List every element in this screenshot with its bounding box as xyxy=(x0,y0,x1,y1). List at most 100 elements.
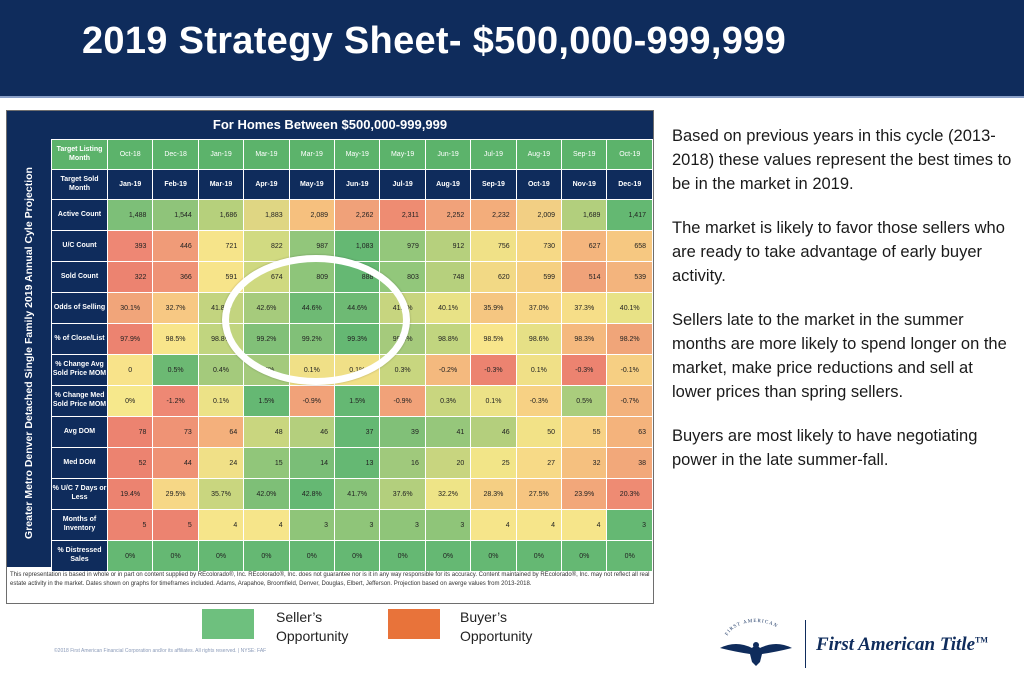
data-cell: 366 xyxy=(152,261,199,293)
table-row: Med DOM 52 44 24 15 14 13 16 20 25 27 32 38 xyxy=(51,447,653,479)
data-cell: 46 xyxy=(288,416,336,448)
side-label-panel: Greater Metro Denver Detached Single Fam… xyxy=(7,139,51,567)
brand-trademark: TM xyxy=(975,635,988,645)
listing-month-cell: Mar-19 xyxy=(243,139,290,170)
sold-month-cell: Aug-19 xyxy=(424,169,472,200)
listing-month-cell: Aug-19 xyxy=(515,139,563,170)
row-label: % Change Avg Sold Price MOM xyxy=(51,354,108,386)
listing-month-cell: May-19 xyxy=(334,139,381,170)
sold-month-cell: Apr-19 xyxy=(243,169,290,200)
eagle-arc-text: FIRST AMERICAN xyxy=(725,619,778,637)
data-cell: 3 xyxy=(379,509,426,541)
data-cell: 322 xyxy=(106,261,154,293)
data-cell: 52 xyxy=(106,447,154,479)
disclaimer: This representation is based in whole or… xyxy=(10,572,650,588)
row-label: % U/C 7 Days or Less xyxy=(51,478,108,510)
listing-month-header: Target Listing Month xyxy=(51,139,108,170)
data-cell: 0.3% xyxy=(424,385,472,417)
data-cell: -0.3% xyxy=(515,385,563,417)
data-cell: 1.5% xyxy=(243,385,290,417)
data-cell: 63 xyxy=(606,416,653,448)
data-cell: 2,089 xyxy=(288,199,336,231)
data-cell: 0.5% xyxy=(561,385,608,417)
table-row: % Distressed Sales 0% 0% 0% 0% 0% 0% 0% 0% 0% 0% 0%… xyxy=(51,540,653,572)
data-cell: 37.0% xyxy=(515,292,563,324)
data-cell: 37 xyxy=(334,416,381,448)
data-cell: 32.7% xyxy=(152,292,199,324)
data-cell: 0% xyxy=(106,540,154,572)
data-cell: 39 xyxy=(379,416,426,448)
data-cell: 37.3% xyxy=(561,292,608,324)
data-cell: 15 xyxy=(243,447,290,479)
highlight-ellipse xyxy=(222,255,410,385)
data-cell: 98.2% xyxy=(606,323,653,355)
data-cell: 98.5% xyxy=(152,323,199,355)
data-cell: 44 xyxy=(152,447,199,479)
row-label: % Distressed Sales xyxy=(51,540,108,572)
data-cell: 14 xyxy=(288,447,336,479)
data-cell: 23.9% xyxy=(561,478,608,510)
listing-month-cell: Mar-19 xyxy=(288,139,336,170)
data-cell: 627 xyxy=(561,230,608,262)
data-cell: 4 xyxy=(243,509,290,541)
buyer-label-line1: Buyer’s xyxy=(460,609,507,625)
data-cell: 3 xyxy=(334,509,381,541)
listing-month-cell: Dec-18 xyxy=(152,139,199,170)
brand-name: First American TitleTM xyxy=(816,634,988,656)
data-cell: 721 xyxy=(197,230,245,262)
data-cell: 4 xyxy=(561,509,608,541)
data-cell: 5 xyxy=(152,509,199,541)
data-cell: 4 xyxy=(470,509,517,541)
data-cell: 0.1% xyxy=(197,385,245,417)
sold-month-cell: Jun-19 xyxy=(334,169,381,200)
data-cell: -0.1% xyxy=(606,354,653,386)
table-row: % U/C 7 Days or Less 19.4% 29.5% 35.7% 42.0%… xyxy=(51,478,653,510)
data-cell: 0% xyxy=(243,540,290,572)
buyer-label-line2: Opportunity xyxy=(460,628,533,644)
data-cell: 30.1% xyxy=(106,292,154,324)
data-cell: 0% xyxy=(197,540,245,572)
data-cell: 0% xyxy=(152,540,199,572)
data-cell: 40.1% xyxy=(424,292,472,324)
data-cell: -0.9% xyxy=(379,385,426,417)
data-cell: 73 xyxy=(152,416,199,448)
data-cell: 1,883 xyxy=(243,199,290,231)
table-row: Avg DOM 78 73 64 48 46 37 39 41 46 50 55 63 xyxy=(51,416,653,448)
data-cell: 42.0% xyxy=(243,478,290,510)
row-label: Avg DOM xyxy=(51,416,108,448)
data-cell: 35.9% xyxy=(470,292,517,324)
data-cell: 0% xyxy=(515,540,563,572)
data-cell: 46 xyxy=(470,416,517,448)
sold-month-header: Target Sold Month xyxy=(51,169,108,200)
data-cell: 20 xyxy=(424,447,472,479)
data-cell: 25 xyxy=(470,447,517,479)
listing-month-cell: Oct-18 xyxy=(106,139,154,170)
data-cell: 3 xyxy=(288,509,336,541)
data-cell: 98.3% xyxy=(561,323,608,355)
data-cell: 2,232 xyxy=(470,199,517,231)
data-cell: 32.2% xyxy=(424,478,472,510)
listing-month-cell: Jul-19 xyxy=(470,139,517,170)
data-cell: 35.7% xyxy=(197,478,245,510)
data-cell: 98.6% xyxy=(515,323,563,355)
brand-name-text: First American Title xyxy=(816,634,976,655)
strategy-table: For Homes Between $500,000-999,999 Great… xyxy=(6,110,654,604)
header-banner: 2019 Strategy Sheet- $500,000-999,999 xyxy=(0,0,1024,98)
data-cell: 16 xyxy=(379,447,426,479)
logo-divider xyxy=(805,620,806,668)
data-cell: 2,311 xyxy=(379,199,426,231)
data-cell: 98.8% xyxy=(424,323,472,355)
data-cell: 0% xyxy=(379,540,426,572)
data-cell: 0% xyxy=(106,385,154,417)
notes-panel: Based on previous years in this cycle (2… xyxy=(672,124,1012,492)
seller-label-line1: Seller’s xyxy=(276,609,323,625)
sold-month-cell: Feb-19 xyxy=(152,169,199,200)
note-paragraph: The market is likely to favor those sell… xyxy=(672,219,1005,285)
sold-month-row: Target Sold Month Jan-19 Feb-19 Mar-19 Apr-1… xyxy=(51,169,653,200)
data-cell: 756 xyxy=(470,230,517,262)
listing-month-cell: Jun-19 xyxy=(424,139,472,170)
data-cell: 979 xyxy=(379,230,426,262)
data-cell: 0.1% xyxy=(515,354,563,386)
data-cell: 41.7% xyxy=(334,478,381,510)
data-cell: 41 xyxy=(424,416,472,448)
